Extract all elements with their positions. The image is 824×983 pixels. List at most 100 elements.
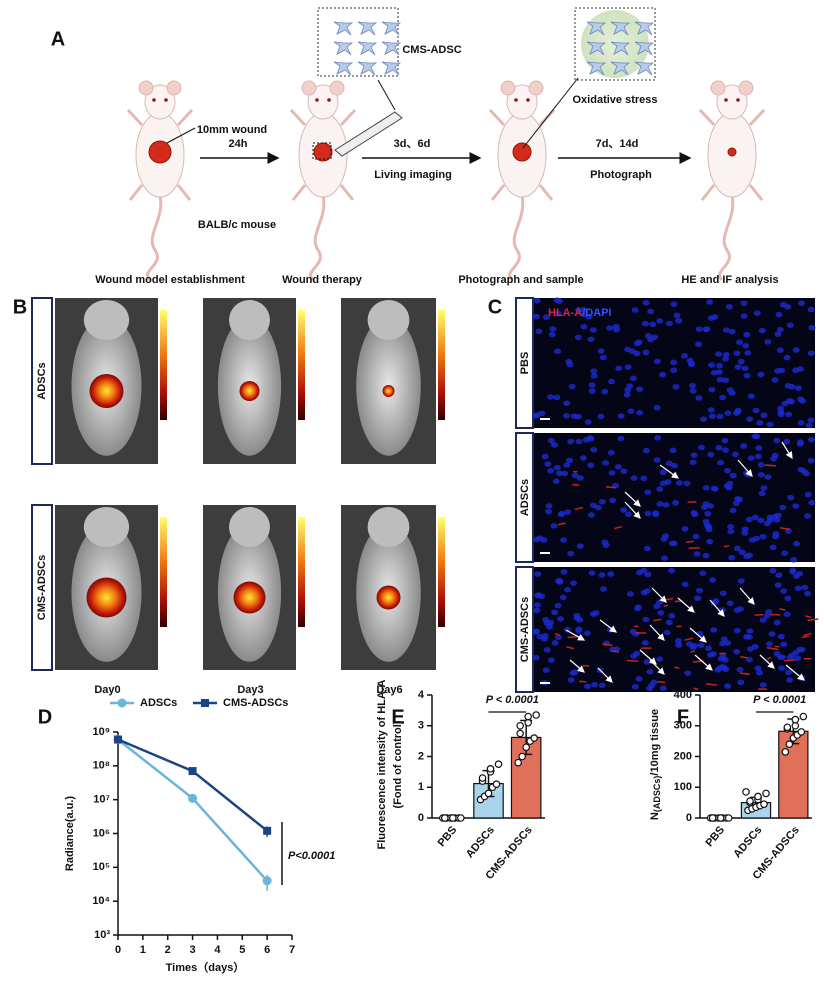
nucleus	[783, 438, 791, 445]
nucleus	[754, 665, 762, 672]
nucleus	[576, 475, 584, 481]
nucleus	[589, 502, 597, 509]
color-scale	[438, 517, 445, 627]
cell	[634, 61, 655, 76]
nucleus	[647, 308, 655, 315]
nucleus	[755, 445, 763, 451]
nucleus	[620, 507, 628, 513]
arrow	[565, 629, 586, 641]
nucleus	[559, 594, 567, 601]
marker	[262, 876, 272, 886]
nucleus	[729, 472, 737, 479]
nucleus	[542, 314, 550, 320]
mouse	[488, 80, 556, 282]
mouse-ear	[528, 80, 544, 96]
nucleus	[734, 408, 742, 415]
nucleus	[777, 633, 785, 640]
mouse	[289, 80, 357, 282]
nucleus	[584, 419, 592, 425]
hla-signal	[653, 618, 662, 622]
row-label: ADSCs	[519, 479, 531, 516]
nucleus	[653, 358, 661, 365]
nucleus	[771, 452, 779, 459]
nucleus	[680, 353, 688, 359]
nucleus	[724, 467, 732, 474]
nucleus	[641, 320, 649, 327]
hla-signal	[784, 658, 796, 662]
x-tick-label: 1	[140, 944, 146, 956]
if-image	[534, 433, 815, 562]
data-point	[441, 814, 449, 822]
nucleus	[715, 351, 723, 357]
data-point	[797, 728, 806, 736]
nucleus	[568, 383, 576, 390]
row-label: CMS-ADSCs	[519, 597, 531, 662]
x-tick-label: 7	[289, 944, 295, 956]
nucleus	[591, 681, 599, 688]
column-label: Day6	[376, 684, 402, 696]
y-tick-label: 10⁵	[93, 861, 110, 873]
nucleus	[736, 666, 744, 673]
nucleus	[550, 523, 558, 529]
arrow	[694, 654, 713, 671]
nucleus	[564, 509, 572, 515]
y-tick-label: 10³	[94, 929, 110, 941]
data-point	[486, 764, 495, 773]
nucleus	[721, 657, 729, 663]
y-tick-label: 10⁸	[93, 760, 110, 772]
cell	[610, 61, 631, 76]
y-tick-label: 0	[418, 812, 424, 824]
nucleus	[685, 641, 693, 647]
nucleus	[608, 470, 616, 476]
nucleus	[636, 409, 644, 416]
nucleus	[573, 615, 581, 621]
nucleus	[710, 600, 718, 606]
nucleus	[804, 590, 812, 597]
nucleus	[642, 299, 650, 306]
nucleus	[740, 300, 748, 307]
nucleus	[642, 616, 650, 623]
nucleus	[792, 649, 800, 656]
nucleus	[771, 513, 779, 520]
nucleus	[786, 322, 794, 328]
nucleus	[708, 386, 716, 393]
nucleus	[532, 629, 540, 635]
nucleus	[737, 679, 745, 686]
nucleus	[716, 376, 724, 383]
nucleus	[627, 408, 635, 415]
data-point	[532, 711, 540, 719]
nucleus	[547, 657, 555, 664]
nucleus	[575, 626, 583, 633]
nucleus	[601, 388, 609, 395]
nucleus	[564, 586, 572, 593]
nucleus	[751, 433, 759, 440]
nucleus	[659, 469, 667, 476]
nucleus	[745, 656, 753, 663]
nucleus	[731, 451, 739, 458]
nucleus	[587, 462, 595, 469]
nucleus	[743, 553, 751, 560]
pointer	[166, 127, 196, 144]
nucleus	[740, 313, 748, 319]
nucleus	[777, 411, 785, 418]
mouse-head-image	[229, 300, 270, 340]
wound	[148, 140, 172, 164]
nucleus	[681, 581, 689, 588]
data-point	[762, 789, 770, 798]
nucleus	[771, 377, 779, 383]
nucleus	[773, 619, 781, 626]
nucleus	[695, 326, 703, 332]
bar	[778, 730, 809, 819]
x-tick-label: PBS	[436, 824, 460, 849]
nucleus	[757, 517, 765, 524]
nucleus	[553, 394, 561, 401]
data-point	[716, 814, 725, 822]
nucleus	[726, 600, 734, 607]
x-tick-label: PBS	[703, 824, 727, 849]
nucleus	[746, 628, 754, 634]
mouse-eye	[315, 98, 319, 102]
signal	[376, 585, 401, 610]
mouse-eye	[736, 98, 740, 102]
nucleus	[776, 347, 784, 353]
nucleus	[807, 306, 815, 313]
